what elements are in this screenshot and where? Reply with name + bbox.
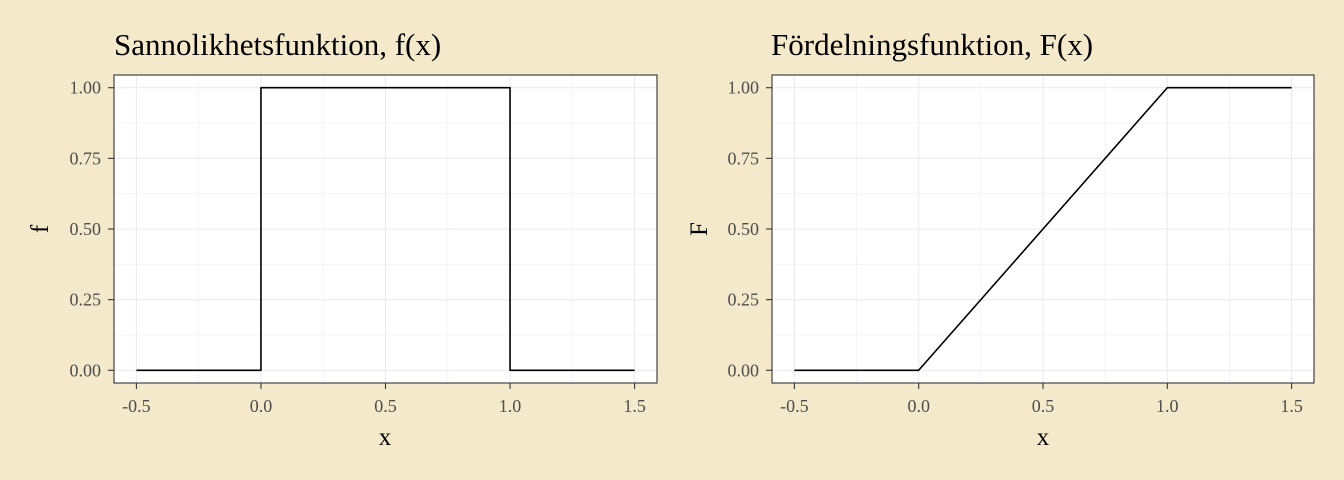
- cdf-y-tick-label: 0.00: [728, 360, 760, 380]
- pdf-chart: Sannolikhetsfunktion, f(x) x f -0.5 0.0 0.…: [27, 27, 658, 451]
- pdf-series-line: [136, 86, 635, 372]
- pdf-y-tick-label: 0.00: [70, 360, 102, 380]
- cdf-x-tick-label: 1.0: [1156, 396, 1179, 416]
- pdf-y-axis-title: f: [27, 224, 54, 233]
- pdf-x-axis-title: x: [379, 424, 392, 451]
- pdf-y-tick-label: 0.25: [70, 290, 102, 310]
- pdf-x-tick-label: 1.5: [623, 396, 646, 416]
- pdf-y-tick-label: 0.75: [70, 148, 102, 168]
- cdf-chart: Fördelningsfunktion, F(x) x F -0.5 0.0 0.5…: [686, 27, 1315, 451]
- pdf-y-tick-label: 0.50: [70, 219, 102, 239]
- cdf-y-axis-title: F: [686, 222, 713, 236]
- cdf-x-axis-title: x: [1037, 424, 1050, 451]
- cdf-plot-panel: -0.5 0.0 0.5 1.0 1.5 0.00 0.25 0.50 0.75 1.00: [728, 74, 1315, 416]
- pdf-y-tick-label: 1.00: [70, 78, 102, 98]
- cdf-y-tick-label: 0.75: [728, 148, 760, 168]
- pdf-plot-panel: -0.5 0.0 0.5 1.0 1.5 0.00 0.25 0.50 0.75 1.00: [70, 74, 658, 416]
- cdf-x-tick-label: 0.5: [1032, 396, 1055, 416]
- cdf-y-tick-label: 0.50: [728, 219, 760, 239]
- cdf-x-tick-label: 1.5: [1280, 396, 1303, 416]
- pdf-x-tick-label: 0.0: [250, 396, 273, 416]
- pdf-chart-title: Sannolikhetsfunktion, f(x): [114, 27, 441, 62]
- pdf-x-tick-label: -0.5: [122, 396, 151, 416]
- pdf-x-tick-label: 0.5: [374, 396, 397, 416]
- cdf-series-line: [794, 86, 1292, 372]
- cdf-chart-title: Fördelningsfunktion, F(x): [771, 27, 1093, 62]
- cdf-y-tick-label: 0.25: [728, 290, 760, 310]
- pdf-x-tick-label: 1.0: [499, 396, 522, 416]
- cdf-x-tick-label: -0.5: [780, 396, 809, 416]
- cdf-x-tick-label: 0.0: [907, 396, 930, 416]
- cdf-y-tick-label: 1.00: [728, 78, 760, 98]
